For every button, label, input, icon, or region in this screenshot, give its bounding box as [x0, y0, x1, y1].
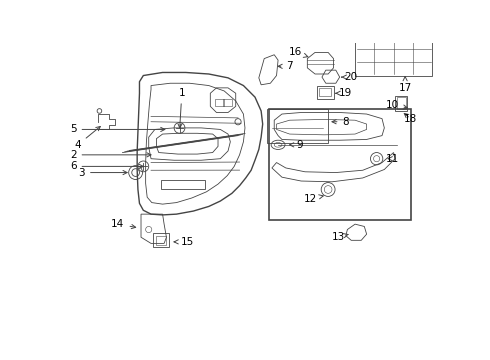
Bar — [267, 109, 328, 143]
Bar — [153, 233, 169, 247]
Text: 5: 5 — [70, 125, 165, 134]
Text: 16: 16 — [289, 48, 308, 58]
Bar — [355, 37, 432, 76]
Text: 10: 10 — [386, 100, 408, 110]
Text: 15: 15 — [174, 237, 194, 247]
Text: 14: 14 — [111, 219, 136, 229]
Text: 12: 12 — [304, 194, 323, 204]
Text: 4: 4 — [74, 126, 100, 150]
Bar — [269, 109, 411, 220]
Text: 1: 1 — [178, 88, 185, 128]
Text: 2: 2 — [70, 150, 151, 160]
Text: 7: 7 — [278, 61, 293, 71]
Text: 11: 11 — [386, 154, 399, 164]
Text: 18: 18 — [404, 113, 417, 123]
Text: 9: 9 — [290, 140, 303, 150]
Text: 19: 19 — [336, 88, 352, 98]
Bar — [397, 97, 406, 109]
Bar — [215, 99, 224, 106]
Bar — [395, 95, 408, 111]
Bar — [317, 86, 334, 99]
Text: 6: 6 — [70, 161, 143, 171]
Text: 3: 3 — [78, 167, 127, 177]
Text: 20: 20 — [342, 72, 358, 82]
Text: 17: 17 — [398, 77, 412, 93]
Bar — [319, 88, 331, 96]
Bar — [222, 99, 232, 106]
Text: 8: 8 — [332, 117, 349, 127]
Text: 13: 13 — [332, 232, 348, 242]
Bar — [156, 236, 167, 245]
